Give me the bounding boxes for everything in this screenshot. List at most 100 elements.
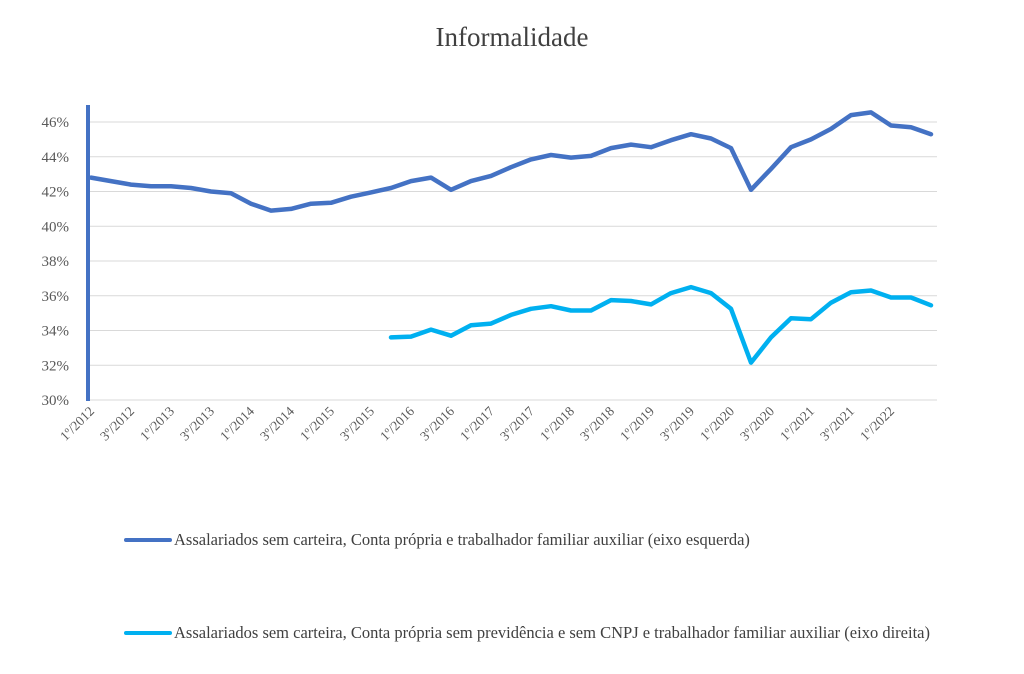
data-point <box>929 132 933 136</box>
series-line-right-axis <box>388 284 934 365</box>
x-tick-label: 1º/2015 <box>297 403 337 443</box>
data-point <box>569 156 573 160</box>
data-point <box>869 289 873 293</box>
y-tick-label: 34% <box>42 324 70 340</box>
x-tick-label: 1º/2022 <box>857 404 897 444</box>
data-point <box>369 190 373 194</box>
data-point <box>829 127 833 131</box>
data-point <box>529 307 533 311</box>
x-tick-label: 1º/2018 <box>537 403 577 443</box>
legend: Assalariados sem carteira, Conta própria… <box>124 0 934 642</box>
data-point <box>569 309 573 313</box>
data-point <box>889 295 893 299</box>
data-point <box>869 110 873 114</box>
data-point <box>709 137 713 141</box>
data-point <box>909 125 913 129</box>
data-point <box>389 335 393 339</box>
data-point <box>669 138 673 142</box>
data-point <box>629 143 633 147</box>
data-point <box>929 303 933 307</box>
data-point <box>309 202 313 206</box>
data-point <box>329 201 333 205</box>
x-tick-label: 3º/2015 <box>337 403 377 443</box>
y-axis-tick-labels: 30% 32% 34% 36% 38% 40% 42% 44% 46% <box>42 115 70 409</box>
data-point <box>549 304 553 308</box>
x-tick-label: 1º/2020 <box>697 403 737 443</box>
data-point <box>129 183 133 187</box>
x-tick-label: 3º/2020 <box>737 403 777 443</box>
data-point <box>509 313 513 317</box>
data-point <box>409 335 413 339</box>
data-point <box>469 179 473 183</box>
data-point <box>729 307 733 311</box>
data-point <box>749 361 753 365</box>
data-point <box>589 154 593 158</box>
y-tick-label: 44% <box>42 150 70 166</box>
legend-swatch-dark-blue <box>124 538 172 542</box>
data-point <box>669 291 673 295</box>
legend-swatch-light-blue <box>124 631 172 635</box>
data-point <box>789 316 793 320</box>
x-tick-label: 1º/2016 <box>377 403 417 443</box>
data-point <box>429 176 433 180</box>
data-point <box>209 190 213 194</box>
data-point <box>689 132 693 136</box>
data-point <box>709 291 713 295</box>
data-point <box>109 179 113 183</box>
data-point <box>809 137 813 141</box>
y-tick-label: 32% <box>42 358 70 374</box>
series-lines <box>88 110 934 365</box>
data-point <box>849 113 853 117</box>
data-point <box>169 184 173 188</box>
data-point <box>809 317 813 321</box>
data-point <box>889 123 893 127</box>
x-tick-label: 3º/2018 <box>577 403 617 443</box>
data-point <box>429 328 433 332</box>
x-tick-label: 1º/2012 <box>57 404 97 444</box>
data-point <box>689 285 693 289</box>
x-tick-label: 1º/2021 <box>777 404 817 444</box>
data-point <box>729 146 733 150</box>
data-point <box>349 195 353 199</box>
x-tick-label: 1º/2014 <box>217 403 257 443</box>
data-point <box>409 179 413 183</box>
y-tick-label: 30% <box>42 393 70 409</box>
x-tick-label: 3º/2012 <box>97 404 137 444</box>
y-tick-label: 40% <box>42 219 70 235</box>
chart-title: Informalidade <box>435 22 589 52</box>
data-point <box>649 302 653 306</box>
data-point <box>829 301 833 305</box>
y-tick-label: 46% <box>42 115 70 131</box>
data-point <box>769 167 773 171</box>
data-point <box>489 322 493 326</box>
data-point <box>649 145 653 149</box>
data-point <box>769 335 773 339</box>
data-point <box>249 202 253 206</box>
data-point <box>189 186 193 190</box>
data-point <box>449 334 453 338</box>
y-tick-label: 42% <box>42 185 70 201</box>
data-point <box>529 157 533 161</box>
data-point <box>149 184 153 188</box>
x-tick-label: 1º/2013 <box>137 403 177 443</box>
legend-item-right-axis-series: Assalariados sem carteira, Conta própria… <box>124 621 934 644</box>
legend-item-left-axis-series: Assalariados sem carteira, Conta própria… <box>124 528 934 551</box>
x-tick-label: 3º/2017 <box>497 403 537 443</box>
gridlines <box>88 121 937 401</box>
data-point <box>389 186 393 190</box>
data-point <box>229 191 233 195</box>
y-tick-label: 38% <box>42 254 70 270</box>
data-point <box>749 188 753 192</box>
x-tick-label: 3º/2014 <box>257 403 297 443</box>
x-tick-label: 3º/2019 <box>657 403 697 443</box>
data-point <box>609 298 613 302</box>
data-point <box>909 295 913 299</box>
data-point <box>789 145 793 149</box>
legend-label: Assalariados sem carteira, Conta própria… <box>174 623 930 642</box>
data-point <box>549 153 553 157</box>
legend-label: Assalariados sem carteira, Conta própria… <box>174 530 750 549</box>
data-point <box>289 207 293 211</box>
data-point <box>629 299 633 303</box>
series-line-left-axis <box>88 110 934 213</box>
y-tick-label: 36% <box>42 289 70 305</box>
